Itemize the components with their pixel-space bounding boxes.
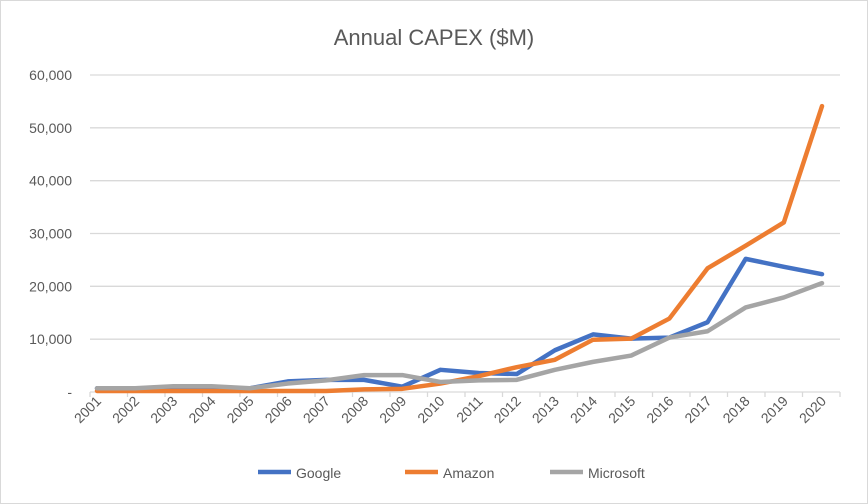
data-point-google <box>744 257 748 261</box>
data-point-google <box>438 368 442 372</box>
legend-item-amazon: Amazon <box>405 465 494 481</box>
data-point-microsoft <box>667 336 671 340</box>
data-point-microsoft <box>171 384 175 388</box>
data-point-google <box>706 320 710 324</box>
data-point-microsoft <box>324 378 328 382</box>
data-point-microsoft <box>95 386 99 390</box>
data-point-amazon <box>629 337 633 341</box>
data-point-amazon <box>553 358 557 362</box>
data-point-amazon <box>591 338 595 342</box>
data-point-amazon <box>171 389 175 393</box>
data-point-amazon <box>362 387 366 391</box>
y-tick-label: 20,000 <box>29 278 72 294</box>
data-point-microsoft <box>362 373 366 377</box>
y-tick-label: - <box>67 384 72 400</box>
data-point-microsoft <box>744 305 748 309</box>
y-tick-label: 40,000 <box>29 173 72 189</box>
data-point-microsoft <box>820 281 824 285</box>
data-point-microsoft <box>438 380 442 384</box>
data-point-amazon <box>324 389 328 393</box>
chart-title: Annual CAPEX ($M) <box>334 25 535 50</box>
data-point-microsoft <box>782 295 786 299</box>
y-tick-label: 30,000 <box>29 226 72 242</box>
data-point-amazon <box>782 220 786 224</box>
data-point-microsoft <box>133 386 137 390</box>
y-tick-label: 50,000 <box>29 120 72 136</box>
data-point-google <box>782 265 786 269</box>
data-point-amazon <box>706 266 710 270</box>
data-point-amazon <box>286 389 290 393</box>
data-point-amazon <box>820 104 824 108</box>
data-point-microsoft <box>209 384 213 388</box>
legend-label: Microsoft <box>588 465 645 481</box>
data-point-amazon <box>515 365 519 369</box>
y-tick-label: 60,000 <box>29 67 72 83</box>
data-point-microsoft <box>477 378 481 382</box>
data-point-amazon <box>209 389 213 393</box>
data-point-google <box>553 348 557 352</box>
data-point-microsoft <box>553 368 557 372</box>
y-tick-label: 10,000 <box>29 331 72 347</box>
data-point-microsoft <box>515 378 519 382</box>
data-point-google <box>591 332 595 336</box>
data-point-microsoft <box>629 354 633 358</box>
legend-item-microsoft: Microsoft <box>550 465 645 481</box>
data-point-microsoft <box>248 386 252 390</box>
data-point-google <box>515 372 519 376</box>
legend-label: Amazon <box>443 465 494 481</box>
data-point-amazon <box>400 387 404 391</box>
data-point-microsoft <box>591 360 595 364</box>
legend-label: Google <box>296 465 341 481</box>
data-point-microsoft <box>286 382 290 386</box>
data-point-amazon <box>667 317 671 321</box>
data-point-microsoft <box>400 373 404 377</box>
legend-item-google: Google <box>258 465 341 481</box>
data-point-amazon <box>477 374 481 378</box>
data-point-microsoft <box>706 329 710 333</box>
data-point-google <box>362 378 366 382</box>
data-point-amazon <box>744 244 748 248</box>
data-point-google <box>820 272 824 276</box>
series-line-microsoft <box>94 280 825 391</box>
